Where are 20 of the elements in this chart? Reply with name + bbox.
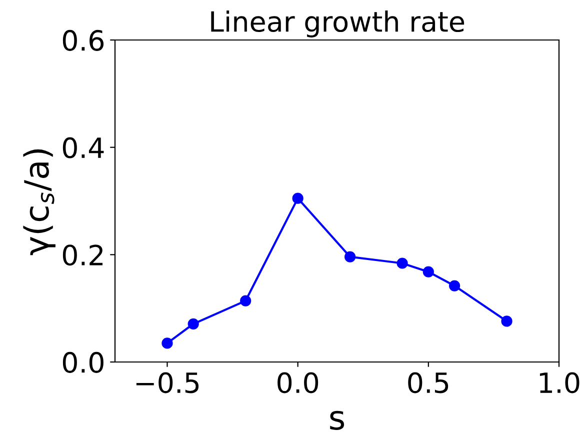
x-tick-label: 0.5	[408, 372, 448, 394]
x-tick-label: 1.0	[540, 372, 580, 394]
y-tick-label: 0.2	[62, 244, 102, 266]
x-axis-title: s	[330, 410, 344, 430]
point	[396, 258, 408, 269]
chart-title: Linear growth rate	[211, 10, 464, 38]
point	[188, 318, 199, 330]
y-axis-title: γ(c$_{s}$/a)	[23, 149, 56, 256]
point	[501, 316, 512, 327]
point	[162, 338, 173, 349]
point	[422, 266, 434, 278]
point	[240, 295, 252, 306]
y-tick-label: 0.4	[62, 137, 104, 158]
point	[448, 280, 460, 292]
point	[292, 192, 304, 204]
point	[344, 251, 356, 262]
x-tick-label: −0.5	[136, 372, 199, 394]
x-tick-label: 0.0	[278, 372, 318, 394]
y-tick-label: 0.0	[62, 352, 104, 373]
y-tick-label: 0.6	[62, 30, 104, 51]
